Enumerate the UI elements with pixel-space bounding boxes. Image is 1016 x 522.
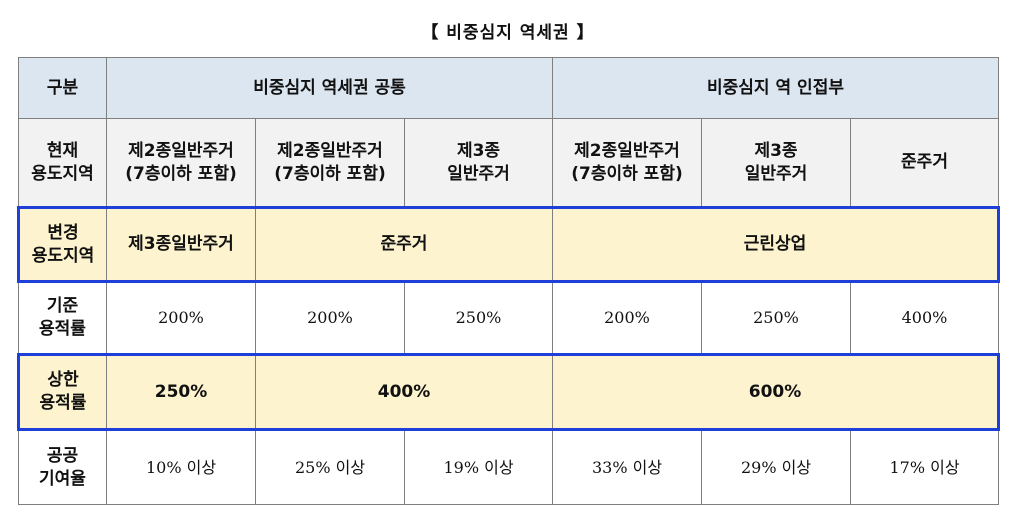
current-cell-line2: (7층이하 포함) [125,163,237,184]
base-far-value: 200% [106,281,256,355]
contribution-row: 공공 기여율 10% 이상 25% 이상 19% 이상 33% 이상 29% 이… [18,429,1000,505]
contribution-label-line2: 기여율 [39,468,86,489]
contribution-value: 17% 이상 [849,429,1000,505]
changed-label-line2: 용도지역 [31,245,95,266]
max-far-value: 600% [551,353,1001,431]
current-zoning-row: 현재 용도지역 제2종일반주거 (7층이하 포함) 제2종일반주거 (7층이하 … [18,118,1000,208]
current-zoning-cell: 준주거 [849,118,1000,208]
current-cell-line2: (7층이하 포함) [571,163,683,184]
base-far-value: 400% [849,281,1000,355]
base-far-row: 기준 용적률 200% 200% 250% 200% 250% 400% [18,281,1000,355]
contribution-value: 25% 이상 [255,429,405,505]
header-group-common: 비중심지 역세권 공통 [106,57,553,119]
contribution-value: 10% 이상 [106,429,256,505]
header-group-adjacent: 비중심지 역 인접부 [551,57,1000,119]
contribution-label-line1: 공공 [46,445,79,466]
header-row: 구분 비중심지 역세권 공통 비중심지 역 인접부 [18,57,1000,119]
current-cell-line1: 제2종일반주거 [574,140,680,161]
current-cell-line1: 제2종일반주거 [128,140,234,161]
base-far-label-line1: 기준 [46,296,79,317]
max-far-value: 250% [106,353,256,431]
current-label-line2: 용도지역 [31,163,94,184]
base-far-value: 200% [255,281,405,355]
contribution-value: 33% 이상 [552,429,702,505]
max-far-label: 상한 용적률 [17,353,107,431]
current-zoning-cell: 제2종일반주거 (7층이하 포함) [106,118,256,208]
max-far-value: 400% [255,353,553,431]
current-label-line1: 현재 [46,140,79,161]
max-far-label-line2: 용적률 [39,393,87,413]
base-far-label-line2: 용적률 [39,319,86,339]
zoning-table: 구분 비중심지 역세권 공통 비중심지 역 인접부 현재 용도지역 제2종일반주… [17,57,1001,505]
changed-zoning-cell: 제3종일반주거 [106,206,256,283]
current-cell-line1: 제3종 [456,140,501,161]
contribution-value: 29% 이상 [701,429,851,505]
contribution-label: 공공 기여율 [18,429,107,505]
current-cell-line2: 일반주거 [744,163,808,184]
current-zoning-cell: 제2종일반주거 (7층이하 포함) [552,118,702,208]
max-far-row: 상한 용적률 250% 400% 600% [17,353,1001,431]
max-far-label-line1: 상한 [47,370,79,391]
current-cell-line1: 제3종 [754,140,798,161]
changed-zoning-cell: 준주거 [255,206,553,283]
contribution-value: 19% 이상 [404,429,553,505]
changed-zoning-row: 변경 용도지역 제3종일반주거 준주거 근린상업 [17,206,1001,283]
changed-zoning-label: 변경 용도지역 [17,206,107,283]
current-zoning-cell: 제3종 일반주거 [701,118,851,208]
base-far-value: 200% [552,281,702,355]
base-far-value: 250% [701,281,851,355]
base-far-label: 기준 용적률 [18,281,107,355]
header-label: 구분 [18,57,107,119]
changed-zoning-cell: 근린상업 [551,206,1001,283]
current-zoning-label: 현재 용도지역 [18,118,107,208]
base-far-value: 250% [404,281,553,355]
current-zoning-cell: 제3종 일반주거 [404,118,553,208]
current-zoning-cell: 제2종일반주거 (7층이하 포함) [255,118,405,208]
page-title: 【 비중심지 역세권 】 [421,23,595,43]
current-cell-line2: 일반주거 [447,163,510,184]
changed-label-line1: 변경 [47,222,79,243]
current-cell-line1: 제2종일반주거 [277,140,383,161]
current-cell-line2: (7층이하 포함) [274,163,386,184]
current-cell-line1: 준주거 [901,152,948,173]
